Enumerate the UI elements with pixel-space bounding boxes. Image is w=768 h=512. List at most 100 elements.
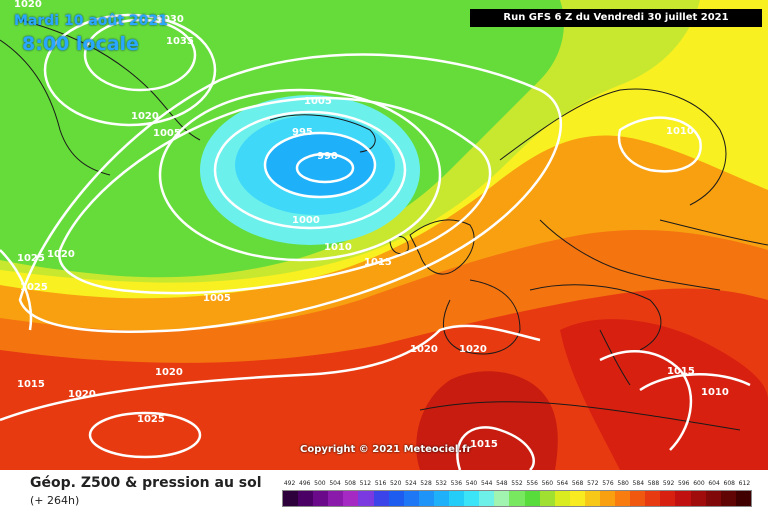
z500-pressure-map: 1030 1035 1020 1005 995 990 1005 1000 10… [0,0,768,470]
legend-label: 536 [450,480,463,487]
legend-label: 556 [526,480,538,487]
legend-swatch [720,491,736,506]
isobar-label: 1020 [131,111,159,122]
legend-label: 544 [480,480,493,487]
isobar-label: 1020 [47,249,75,260]
legend-swatch [599,491,616,506]
legend-swatch [313,491,329,506]
forecast-date: Mardi 10 août 2021 [14,13,168,29]
isobar-label: 1015 [17,379,45,390]
legend-label: 508 [344,480,356,487]
coastlines [0,19,768,431]
baltic-border [539,219,721,291]
legend-swatch [403,491,419,506]
legend-label: 604 [708,480,720,487]
legend-label: 584 [632,480,645,487]
greenland-coast [0,39,111,176]
isobar-labels: 1030 1035 1020 1005 995 990 1005 1000 10… [14,0,729,450]
legend-label: 592 [662,480,675,487]
legend-swatch [433,491,450,506]
isobar-label: 1015 [364,257,392,268]
isobar-1010-scandinavia [617,116,702,173]
legend-swatch [449,491,465,506]
isobar-1000 [213,110,407,230]
isobar-1015 [18,53,563,333]
isobar-label: 1010 [701,387,729,398]
z500-band-dark-red-east [560,319,768,470]
legend-swatch [569,491,585,506]
isobar-1015-africa [456,426,535,470]
legend-swatch [509,491,525,506]
z500-band-blue [265,133,375,197]
isobar-1025-west [0,249,33,331]
isobar-1030 [43,13,217,127]
isobar-995 [263,131,377,199]
legend-swatch [660,491,676,506]
legend-label: 500 [314,480,326,487]
isobar-label: 1020 [410,344,438,355]
color-legend [282,490,752,507]
legend-label: 596 [678,480,690,487]
isobar-1035 [83,18,197,92]
legend-swatch [554,491,570,506]
legend-swatch [584,491,600,506]
isobar-1005 [158,88,442,262]
legend-swatch [358,491,374,506]
z500-band-dark-red-africa [416,371,558,470]
legend-swatch [645,491,661,506]
legend-label: 532 [435,480,447,487]
legend-label: 580 [617,480,629,487]
legend-label: 608 [723,480,735,487]
isobar-label: 1010 [324,242,352,253]
legend-swatch [373,491,389,506]
legend-swatch [675,491,691,506]
legend-label: 576 [602,480,614,487]
isobar-label: 1015 [667,366,695,377]
run-info: Run GFS 6 Z du Vendredi 30 juillet 2021 [470,9,762,27]
legend-swatch [735,491,751,506]
footer-bar: Géop. Z500 & pression au sol (+ 264h) 49… [0,470,768,512]
isobar-990 [295,152,355,184]
legend-label: 520 [389,480,402,487]
legend-label: 552 [511,480,523,487]
isobar-1015-east [599,350,693,451]
legend-swatch [494,491,510,506]
isobar-label: 990 [317,151,338,162]
legend-label: 588 [647,480,660,487]
isobar-label: 1025 [137,414,165,425]
legend-swatch [418,491,434,506]
legend-swatch [388,491,404,506]
legend-swatch [690,491,706,506]
legend-label: 528 [420,480,432,487]
legend-swatch [328,491,344,506]
isobar-label: 1015 [470,439,498,450]
legend-label: 600 [693,480,705,487]
isobar-1010 [58,96,492,295]
isobar-label: 1020 [155,367,183,378]
isobar-label: 1025 [17,253,45,264]
legend-label: 516 [374,480,387,487]
greenland-east-coast [19,19,201,141]
central-europe-border [529,284,662,351]
isobars [0,13,751,470]
legend-label: 612 [738,480,751,487]
legend-label: 572 [587,480,599,487]
legend-swatch [283,491,299,506]
isobar-label: 1030 [156,14,184,25]
copyright: Copyright © 2021 Meteociel.fr [300,444,472,455]
legend-swatch [479,491,495,506]
isobar-label: 1000 [292,215,320,226]
isobar-label: 1005 [153,128,181,139]
isobar-label: 1010 [666,126,694,137]
isobar-label: 1020 [459,344,487,355]
legend-swatch [524,491,540,506]
uk-coast [409,219,475,275]
isobar-1010-east [639,373,751,392]
legend-swatch [630,491,646,506]
legend-swatch [705,491,721,506]
isobar-label: 1005 [203,293,231,304]
legend-label: 548 [496,480,508,487]
legend-swatch [343,491,359,506]
iceland-coast [269,114,376,153]
